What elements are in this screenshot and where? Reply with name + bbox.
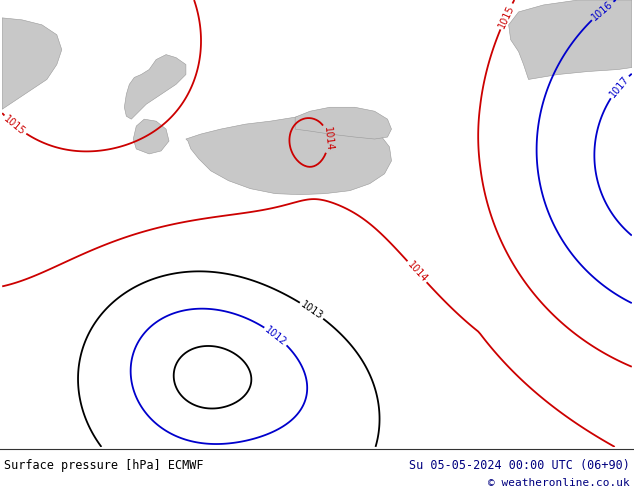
- Text: Surface pressure [hPa] ECMWF: Surface pressure [hPa] ECMWF: [4, 459, 204, 472]
- Point: [0, 443, 7, 451]
- Text: 1016: 1016: [590, 0, 615, 22]
- Text: 1015: 1015: [2, 114, 27, 137]
- Text: 1015: 1015: [496, 3, 516, 29]
- Text: 1012: 1012: [263, 324, 288, 347]
- Text: Su 05-05-2024 00:00 UTC (06+90): Su 05-05-2024 00:00 UTC (06+90): [409, 459, 630, 472]
- Text: 1014: 1014: [321, 126, 334, 151]
- Text: 1013: 1013: [299, 299, 325, 321]
- Text: 1017: 1017: [607, 74, 631, 99]
- Point: [0, 443, 7, 451]
- Text: 1014: 1014: [405, 259, 429, 284]
- Text: © weatheronline.co.uk: © weatheronline.co.uk: [488, 478, 630, 488]
